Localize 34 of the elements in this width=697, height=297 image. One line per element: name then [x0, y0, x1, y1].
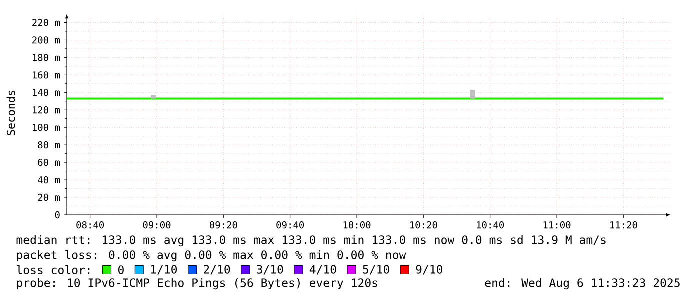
legend-label: 1/10: [151, 265, 178, 275]
x-tick-label: 09:40: [276, 222, 304, 229]
legend-title: loss color:: [17, 266, 90, 274]
x-tick-label: 08:40: [76, 222, 104, 229]
text: probe: 10 IPv6-ICMP Echo Pings (56 Bytes) every 120s: [17, 278, 378, 290]
y-tick-label: 220 m: [32, 19, 60, 26]
y-tick-label: 20 m: [38, 194, 60, 202]
x-tick-label: 10:00: [344, 222, 371, 229]
y-tick-label: 180 m: [33, 54, 60, 62]
text: end: Wed Aug 6 11:33:23 2025: [485, 278, 680, 290]
legend-label: 4/10: [310, 265, 336, 275]
y-tick-label: 100 m: [33, 124, 60, 132]
legend-label: 2/10: [204, 265, 230, 275]
x-tick-label: 09:00: [143, 222, 171, 229]
y-tick-label: 120 m: [33, 106, 60, 114]
legend-label: 9/10: [416, 265, 442, 275]
x-tick-label: 10:20: [410, 222, 438, 229]
x-tick-label: 10:40: [477, 222, 504, 229]
x-tick-label: 11:00: [544, 222, 571, 229]
legend-label: 3/10: [257, 265, 284, 275]
x-tick-label: 11:20: [610, 222, 638, 229]
y-axis-title: Seconds: [6, 90, 16, 136]
y-tick-label: 140 m: [33, 89, 60, 96]
legend-label: 0: [118, 266, 124, 274]
y-tick-label: 80 m: [38, 141, 60, 149]
y-tick-label: 60 m: [38, 158, 60, 166]
y-tick-label: 0: [55, 211, 60, 219]
legend-label: 5/10: [363, 265, 390, 275]
y-tick-label: 200 m: [32, 36, 60, 44]
text: median rtt: 133.0 ms avg 133.0 ms max 133.0 ms min 133.0 ms now 0.0 ms sd 13.9 M am/s: [16, 235, 606, 247]
y-tick-label: 160 m: [33, 72, 60, 79]
y-tick-label: 40 m: [38, 176, 60, 184]
x-tick-label: 09:20: [210, 222, 238, 229]
text: packet loss: 0.00 % avg 0.00 % max 0.00 % min 0.00 % now: [17, 250, 406, 262]
